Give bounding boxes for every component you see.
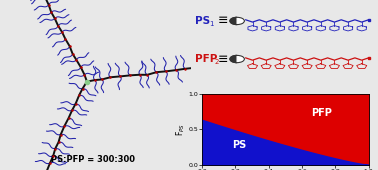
Text: PS: PS (232, 140, 246, 150)
Text: 1: 1 (209, 21, 213, 27)
Text: PS:PFP = 300:300: PS:PFP = 300:300 (51, 155, 135, 164)
Y-axis label: F$_{PS}$: F$_{PS}$ (174, 123, 187, 136)
Wedge shape (230, 17, 237, 24)
Wedge shape (237, 55, 244, 63)
Text: PFP: PFP (195, 54, 217, 64)
Text: PFP: PFP (311, 108, 332, 118)
Text: ≡: ≡ (217, 14, 228, 27)
Wedge shape (237, 17, 244, 24)
Text: 2: 2 (215, 59, 219, 65)
Text: PS: PS (195, 16, 210, 26)
Text: ≡: ≡ (217, 53, 228, 65)
Wedge shape (230, 55, 237, 63)
